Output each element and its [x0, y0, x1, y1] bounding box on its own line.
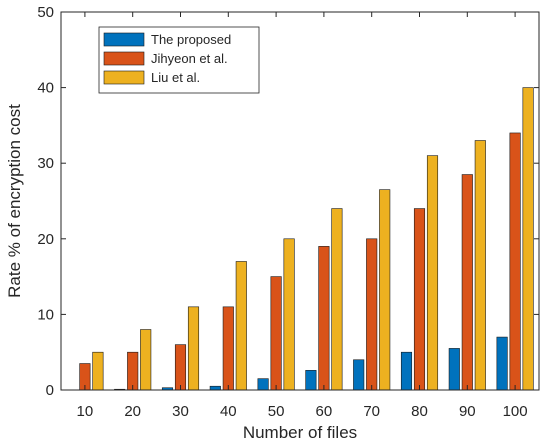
bar-liu-et-al-10	[92, 351, 104, 391]
legend-swatch	[103, 32, 145, 47]
legend-swatch	[103, 51, 145, 66]
legend-label: Jihyeon et al.	[151, 51, 228, 66]
bar-the-proposed-90	[448, 348, 460, 391]
bar-liu-et-al-40	[235, 261, 247, 391]
bar-liu-et-al-70	[379, 189, 391, 391]
y-tick-label: 20	[37, 231, 54, 248]
bar-liu-et-al-80	[426, 155, 439, 391]
ticks-group: 0 10 20 30 40 50 10 20 30 40 50 60 70 80 90 100	[37, 4, 539, 420]
bar-liu-et-al-90	[474, 140, 486, 391]
y-axis-label: Rate % of encryption cost	[5, 104, 24, 298]
bar-the-proposed-40	[209, 385, 221, 391]
plot-frame	[60, 11, 540, 391]
bar-jihyeon-et-al-60	[318, 246, 330, 391]
legend-label: Liu et al.	[151, 70, 200, 85]
bar-jihyeon-et-al-50	[270, 276, 282, 391]
y-tick-label: 40	[37, 80, 54, 97]
bar-jihyeon-et-al-70	[366, 238, 378, 391]
bar-jihyeon-et-al-40	[222, 306, 234, 391]
bar-liu-et-al-30	[187, 306, 200, 391]
bar-the-proposed-70	[353, 359, 365, 391]
legend-swatch	[103, 70, 145, 85]
bar-the-proposed-80	[400, 351, 413, 391]
legend-label: The proposed	[151, 32, 231, 47]
x-tick-label: 70	[363, 403, 380, 420]
x-tick-label: 50	[268, 403, 285, 420]
y-tick-label: 0	[46, 382, 54, 399]
y-tick-label: 50	[37, 4, 54, 21]
x-tick-label: 100	[503, 403, 528, 420]
bar-liu-et-al-60	[331, 208, 343, 391]
bar-jihyeon-et-al-100	[509, 132, 521, 391]
legend: The proposed Jihyeon et al. Liu et al.	[98, 26, 260, 94]
bar-jihyeon-et-al-20	[127, 351, 139, 391]
x-tick-label: 30	[172, 403, 189, 420]
bar-liu-et-al-50	[283, 238, 295, 391]
x-tick-label: 10	[77, 403, 94, 420]
bar-jihyeon-et-al-30	[174, 344, 187, 391]
bar-the-proposed-60	[305, 370, 317, 391]
bar-jihyeon-et-al-90	[461, 174, 473, 391]
x-tick-label: 80	[411, 403, 428, 420]
bar-the-proposed-50	[257, 378, 269, 391]
x-axis-label: Number of files	[243, 423, 357, 442]
x-tick-label: 40	[220, 403, 237, 420]
x-tick-label: 20	[124, 403, 141, 420]
bar-the-proposed-100	[496, 336, 508, 391]
bar-jihyeon-et-al-80	[413, 208, 426, 391]
y-tick-label: 30	[37, 155, 54, 172]
x-tick-label: 90	[459, 403, 476, 420]
bar-liu-et-al-100	[522, 87, 534, 391]
y-tick-label: 10	[37, 306, 54, 323]
x-tick-label: 60	[316, 403, 333, 420]
bar-liu-et-al-20	[140, 329, 152, 391]
